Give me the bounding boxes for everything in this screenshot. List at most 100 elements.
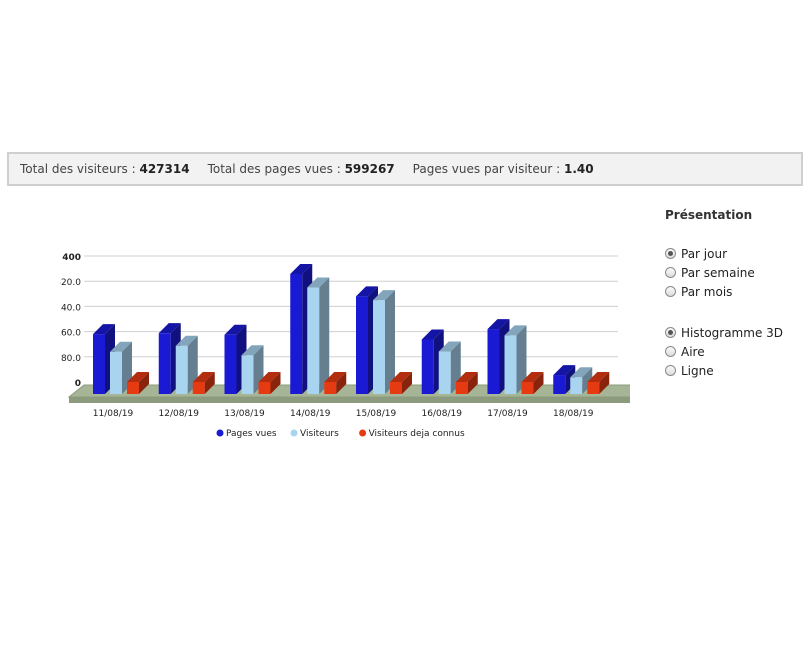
bar-top xyxy=(373,290,395,301)
bar-top xyxy=(455,372,478,382)
radio-icon[interactable] xyxy=(665,286,676,297)
bar-side xyxy=(319,277,330,394)
visits-chart: 0 80.0 160.0 240.0 320.0 400 11/08/19 12/08/19 1… xyxy=(60,253,630,439)
chart-floor xyxy=(67,384,630,398)
legend-marker xyxy=(290,429,298,437)
presentation-panel: Présentation Par jour Par semaine Par mo… xyxy=(665,208,783,380)
bar-front xyxy=(553,375,566,394)
y-tick-label: 0 xyxy=(75,379,81,389)
y-tick-label: 320.0 xyxy=(60,278,81,288)
y-tick-label: 160.0 xyxy=(60,329,81,339)
radio-aire[interactable]: Aire xyxy=(665,342,783,361)
bar-front xyxy=(487,329,500,394)
bar-front xyxy=(504,335,517,394)
bar-top xyxy=(421,329,444,340)
radio-histogramme-3d[interactable]: Histogramme 3D xyxy=(665,323,783,342)
bar-front xyxy=(587,382,600,394)
radio-icon[interactable] xyxy=(665,267,676,278)
bar-side xyxy=(516,325,527,394)
radio-label: Par semaine xyxy=(681,265,755,280)
bar-top xyxy=(110,341,132,352)
bar-front xyxy=(324,382,337,394)
bar-front xyxy=(356,296,368,394)
bar-front xyxy=(307,287,320,394)
radio-icon[interactable] xyxy=(665,327,676,338)
legend-label: Pages vues xyxy=(226,429,277,439)
radio-ligne[interactable]: Ligne xyxy=(665,361,783,380)
radio-par-mois[interactable]: Par mois xyxy=(665,282,783,301)
x-tick-label: 15/08/19 xyxy=(356,409,397,419)
bar-front xyxy=(570,377,583,394)
bar-top xyxy=(521,372,544,382)
y-tick-label: 80.0 xyxy=(61,354,81,364)
bar-top xyxy=(390,372,412,382)
bar-front xyxy=(373,300,385,394)
legend-label: Visiteurs deja connus xyxy=(369,429,465,439)
x-tick-label: 16/08/19 xyxy=(422,409,463,419)
total-visitors: Total des visiteurs : 427314 xyxy=(20,162,190,176)
chart-floor-edge xyxy=(69,397,630,403)
bar-front xyxy=(110,351,122,394)
bar-front xyxy=(258,382,271,394)
bar-front xyxy=(158,333,171,394)
radio-label: Par mois xyxy=(681,284,733,299)
radio-label: Ligne xyxy=(681,363,714,378)
x-tick-label: 11/08/19 xyxy=(93,409,134,419)
y-tick-label: 240.0 xyxy=(60,303,81,313)
chart-type-options: Histogramme 3D Aire Ligne xyxy=(665,323,783,380)
bar-side xyxy=(139,372,149,394)
radio-label: Aire xyxy=(681,344,705,359)
bar-side xyxy=(270,372,281,394)
bar-front xyxy=(421,339,434,394)
x-tick-label: 13/08/19 xyxy=(224,409,265,419)
bar-front xyxy=(93,334,105,394)
bar-side xyxy=(402,372,412,394)
bar-top xyxy=(93,324,115,335)
radio-label: Histogramme 3D xyxy=(681,325,784,340)
bar-top xyxy=(127,372,149,382)
bar-top xyxy=(258,372,281,382)
bar-front xyxy=(455,382,468,394)
x-tick-label: 18/08/19 xyxy=(553,409,594,419)
bar-side xyxy=(204,372,215,394)
bar-side xyxy=(533,372,544,394)
bar-top xyxy=(307,277,330,288)
bar-top xyxy=(290,263,313,274)
legend-label: Visiteurs xyxy=(300,429,339,439)
panel-title: Présentation xyxy=(665,208,753,222)
bar-side xyxy=(582,367,593,394)
radio-icon[interactable] xyxy=(665,365,676,376)
radio-par-semaine[interactable]: Par semaine xyxy=(665,263,783,282)
period-options: Par jour Par semaine Par mois xyxy=(665,244,783,301)
legend-marker xyxy=(359,429,367,437)
bar-front xyxy=(438,351,451,394)
radio-par-jour[interactable]: Par jour xyxy=(665,244,783,263)
bar-top xyxy=(356,286,378,297)
bar-front xyxy=(390,382,402,394)
bar-top xyxy=(175,335,198,346)
bar-front xyxy=(175,345,188,394)
bar-top xyxy=(504,325,527,336)
pages-per-visitor: Pages vues par visiteur : 1.40 xyxy=(412,162,594,176)
bar-top xyxy=(570,367,593,378)
bar-side xyxy=(467,372,478,394)
radio-icon[interactable] xyxy=(665,248,676,259)
radio-label: Par jour xyxy=(681,246,728,261)
bar-top xyxy=(438,341,461,352)
bar-top xyxy=(158,323,181,334)
x-tick-label: 14/08/19 xyxy=(290,409,331,419)
x-tick-label: 12/08/19 xyxy=(159,409,200,419)
bar-front xyxy=(224,334,237,394)
bar-front xyxy=(241,355,254,394)
radio-icon[interactable] xyxy=(665,346,676,357)
bar-top xyxy=(192,372,215,382)
bar-top xyxy=(324,372,347,382)
bar-side xyxy=(385,290,395,394)
bar-front xyxy=(290,273,303,394)
bar-top xyxy=(553,365,576,376)
bar-front xyxy=(127,382,139,394)
bar-side xyxy=(187,335,198,394)
total-page-views: Total des pages vues : 599267 xyxy=(207,162,395,176)
bar-front xyxy=(521,382,534,394)
bar-top xyxy=(587,372,610,382)
